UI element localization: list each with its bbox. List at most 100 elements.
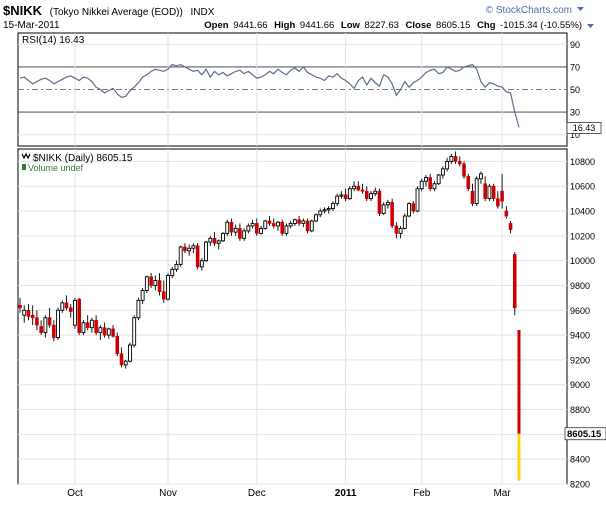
candle	[496, 191, 500, 209]
candle-body	[22, 309, 27, 316]
candle	[360, 183, 365, 194]
candle	[453, 151, 458, 164]
candle	[377, 188, 382, 216]
rsi-tick-label: 30	[570, 108, 580, 118]
candle-body	[166, 275, 170, 300]
price-tick-label: 10600	[570, 182, 595, 192]
exchange: INDX	[190, 7, 214, 18]
candle	[238, 223, 242, 241]
price-legend-label: $NIKK (Daily) 8605.15	[33, 153, 133, 164]
x-tick-label: 2011	[335, 488, 357, 499]
price-tick-label: 10000	[570, 256, 595, 266]
candle	[369, 191, 373, 202]
candle-body	[432, 183, 437, 190]
candle-body	[68, 307, 73, 312]
price-tick-label: 9800	[570, 281, 590, 291]
candle-body	[407, 203, 411, 217]
chg-label: Chg	[477, 20, 496, 31]
candle	[292, 218, 297, 226]
candle-body	[470, 190, 475, 204]
candle-body	[339, 194, 344, 197]
candle	[73, 297, 77, 329]
candle-body	[60, 302, 65, 311]
candle	[280, 219, 284, 236]
candle	[271, 218, 276, 229]
candle-body	[466, 175, 471, 190]
candle	[466, 173, 471, 192]
candle	[35, 310, 39, 331]
x-axis: Oct Nov Dec 2011 Feb Mar	[67, 488, 511, 499]
candle	[339, 191, 344, 199]
price-tick-label: 9000	[570, 380, 590, 390]
rsi-tick-label: 50	[570, 85, 580, 95]
rsi-last-value-frame	[566, 122, 602, 134]
candle-body	[369, 193, 373, 200]
candle-body	[216, 240, 221, 244]
candle	[22, 305, 27, 323]
candle-body	[30, 314, 35, 319]
candle-body	[462, 163, 466, 177]
candle-body	[491, 185, 496, 199]
candle-body	[402, 215, 407, 229]
candle-body	[255, 223, 259, 234]
candle-body	[458, 161, 462, 165]
candle	[288, 220, 293, 229]
candle-body-highlight	[517, 433, 521, 481]
candle-body	[47, 317, 52, 326]
candle	[174, 260, 179, 272]
candle-body	[292, 219, 297, 224]
candle-body	[144, 276, 149, 291]
price-tick-label: 8800	[570, 405, 590, 415]
candle-body	[64, 302, 69, 309]
candle-body	[271, 223, 276, 227]
price-tick-label: 10800	[570, 157, 595, 167]
candle-body	[487, 185, 492, 200]
candle	[98, 325, 103, 341]
candle	[52, 320, 56, 342]
candle-body	[178, 246, 183, 265]
candle-body	[352, 185, 357, 190]
candle	[115, 332, 120, 357]
candle-body	[98, 327, 103, 334]
candle-body	[43, 317, 48, 334]
candle	[111, 325, 115, 338]
chevron-down-icon[interactable]	[577, 7, 584, 11]
candle-body	[73, 299, 77, 326]
candle-body	[191, 245, 196, 249]
candle-body	[242, 230, 247, 239]
volume-legend-label: Volume undef	[28, 163, 84, 173]
candle-body	[18, 305, 22, 309]
chart-date: 15-Mar-2011	[3, 20, 60, 31]
candle-body	[496, 198, 500, 207]
candle-body	[331, 203, 335, 210]
candle-body	[128, 344, 132, 362]
candle-body	[381, 204, 386, 214]
candle	[195, 243, 200, 270]
candle	[356, 181, 361, 192]
candle	[512, 251, 517, 316]
candle	[428, 173, 432, 192]
candle	[85, 315, 90, 331]
candle-body	[115, 336, 120, 355]
candle	[398, 225, 403, 239]
candle-body	[415, 188, 420, 212]
candle	[504, 206, 509, 219]
candle	[221, 232, 225, 243]
candle-body	[140, 289, 145, 301]
candle	[229, 218, 234, 236]
candle	[39, 320, 43, 336]
candle	[136, 297, 141, 321]
rsi-panel: 10 30 50 70 90 RSI(14) 16.43 16.43	[17, 32, 602, 147]
candle-body	[52, 324, 56, 338]
rsi-tick-label: 10	[570, 130, 580, 140]
candle-body	[26, 309, 31, 317]
candle-body	[364, 190, 369, 199]
candle-body	[208, 237, 213, 243]
x-tick-label: Nov	[159, 488, 177, 499]
candle-body	[347, 188, 352, 200]
rsi-tick-label: 70	[570, 62, 580, 72]
candle-body	[360, 189, 365, 192]
candle	[331, 201, 335, 212]
candle	[483, 176, 487, 202]
